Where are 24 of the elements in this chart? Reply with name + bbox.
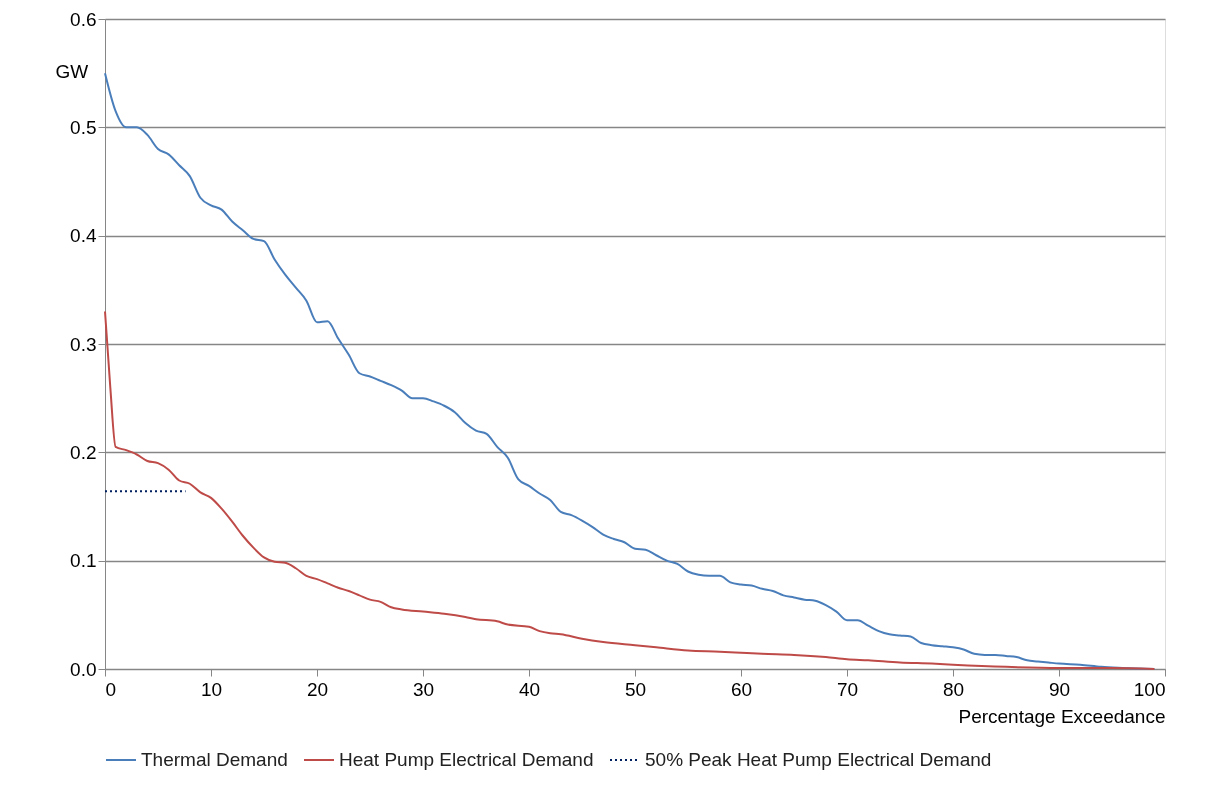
y-axis-title: GW	[55, 60, 89, 82]
x-tick-label: 30	[412, 678, 435, 700]
y-tick-label: 0.0	[70, 658, 97, 680]
x-tick-label: 60	[730, 678, 753, 700]
x-tick-label: 40	[518, 678, 541, 700]
y-tick-label: 0.2	[70, 441, 97, 463]
x-tick-label: 80	[942, 678, 965, 700]
y-tick-label: 0.4	[70, 225, 97, 247]
x-tick-label: 20	[306, 678, 329, 700]
y-tick-label: 0.5	[70, 116, 97, 138]
x-tick-label: 10	[200, 678, 223, 700]
x-tick-label: 90	[1048, 678, 1071, 700]
x-tick-label: 100	[1133, 678, 1166, 700]
y-tick-label: 0.1	[70, 550, 97, 572]
line-series	[104, 310, 1156, 670]
y-tick-label: 0.6	[70, 8, 97, 30]
legend-label: 50% Peak Heat Pump Electrical Demand	[645, 749, 992, 770]
x-tick-label: 50	[624, 678, 647, 700]
x-tick-label: 0	[105, 678, 117, 700]
y-tick-label: 0.3	[70, 333, 97, 355]
legend-label: Thermal Demand	[141, 749, 288, 770]
x-tick-label: 70	[836, 678, 859, 700]
x-axis-title: Percentage Exceedance	[958, 705, 1166, 727]
legend-label: Heat Pump Electrical Demand	[339, 749, 594, 770]
